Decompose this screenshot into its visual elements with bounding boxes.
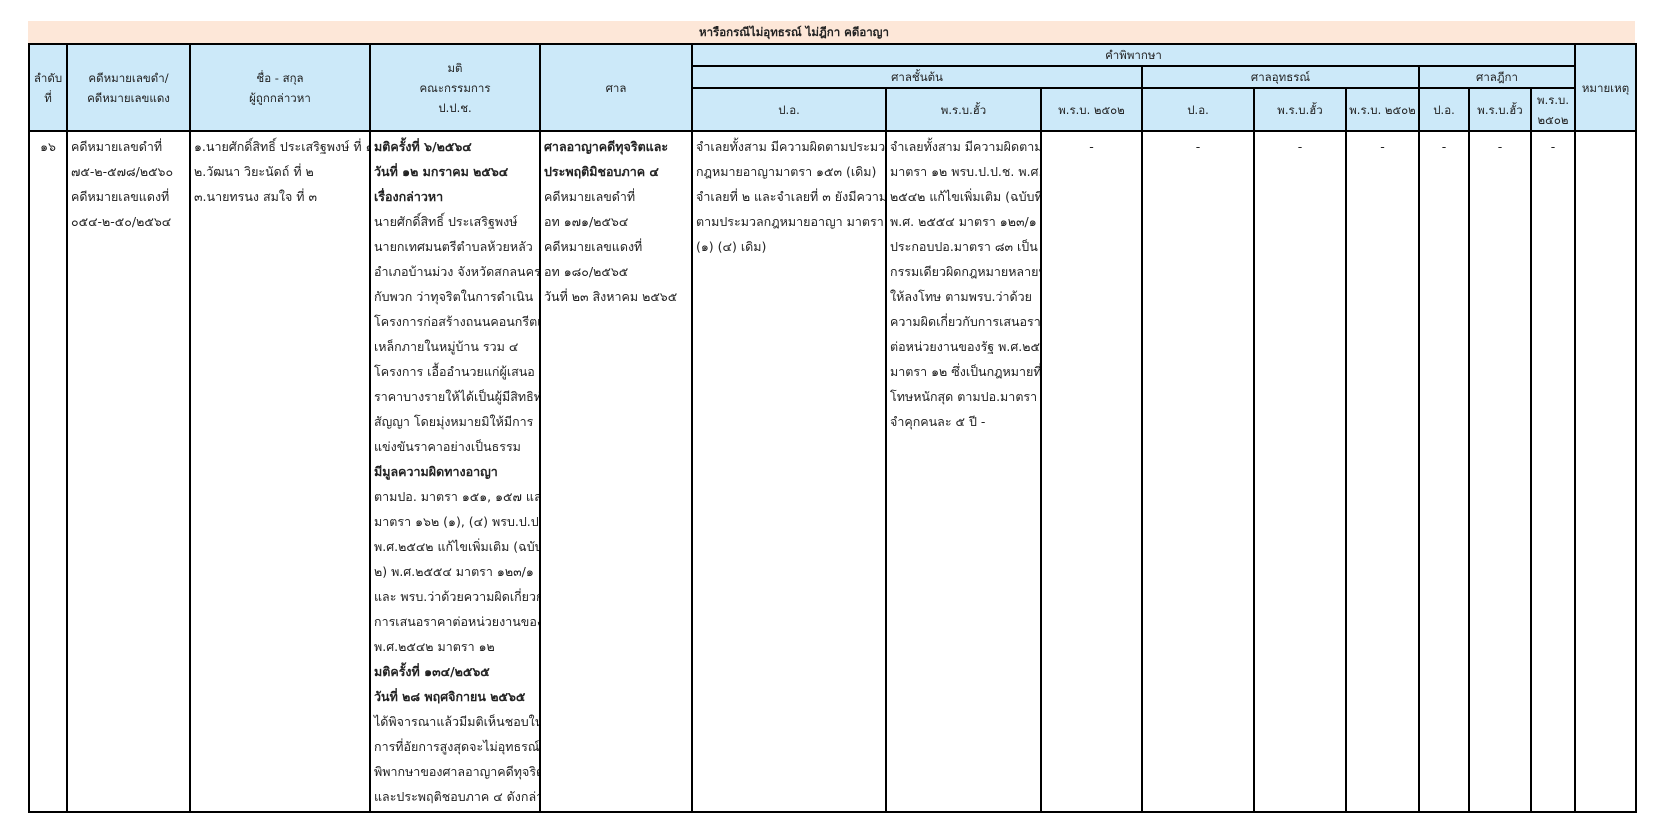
text-line: อท ๑๘๐/๒๕๖๕: [544, 264, 629, 279]
header-sub: พ.ร.บ.ฮั้ว: [1468, 87, 1532, 132]
text-line: มาตรา ๑๒ ซึ่งเป็นกฎหมายที่มี: [890, 364, 1041, 379]
text-line: มาตรา ๑๒ พรบ.ป.ป.ช. พ.ศ.: [890, 164, 1041, 179]
header-sub: พ.ร.บ. ๒๕๐๒: [1345, 87, 1420, 132]
cell-appeal-criminal: -: [1141, 130, 1255, 813]
header-sub: ป.อ.: [691, 87, 887, 132]
text-line: มาตรา ๑๖๒ (๑), (๔) พรบ.ป.ป.ช.: [374, 514, 540, 529]
cell-first-criminal: จำเลยทั้งสาม มีความผิดตามประมวลกฎหมายอาญ…: [691, 130, 887, 813]
text-line: กฎหมายอาญามาตรา ๑๕๓ (เดิม): [696, 164, 877, 179]
cell-supreme-criminal: -: [1418, 130, 1470, 813]
header-name: ชื่อ - สกุล ผู้ถูกกล่าวหา: [189, 43, 371, 132]
text-line: กรรมเดียวผิดกฎหมายหลายบท: [890, 264, 1041, 279]
cell-resolution: มติครั้งที่ ๖/๒๕๖๔วันที่ ๑๒ มกราคม ๒๕๖๔เ…: [369, 130, 541, 813]
header-judgment: คำพิพากษา: [691, 43, 1576, 67]
header-sub: ป.อ.: [1141, 87, 1255, 132]
text-line: ตามประมวลกฎหมายอาญา มาตรา ๑๖๒: [696, 214, 884, 229]
text-line: นายศักดิ์สิทธิ์ ประเสริฐพงษ์: [374, 214, 518, 229]
header-court-appeal: ศาลอุทธรณ์: [1141, 65, 1420, 89]
text-line: จำคุกคนละ ๕ ปี -: [890, 414, 986, 429]
header-resolution: มติ คณะกรรมการ ป.ป.ช.: [369, 43, 541, 132]
header-case-no: คดีหมายเลขดำ/คดีหมายเลขแดง: [66, 43, 191, 132]
text-line: คดีหมายเลขแดงที่: [544, 239, 643, 254]
text-line: ๒) พ.ศ.๒๕๕๔ มาตรา ๑๒๓/๑: [374, 564, 534, 579]
cell-supreme-bid: -: [1468, 130, 1532, 813]
cell-case-no: คดีหมายเลขดำที่๗๕-๒-๕๗๘/๒๕๖๐คดีหมายเลขแด…: [66, 130, 191, 813]
text-line: ให้ลงโทษ ตามพรบ.ว่าด้วย: [890, 289, 1033, 304]
text-line: ๐๕๔-๒-๕๐/๒๕๖๔: [71, 214, 172, 229]
text-line: มติครั้งที่ ๑๓๔/๒๕๖๕: [374, 664, 490, 679]
text-line: อำเภอบ้านม่วง จังหวัดสกลนคร: [374, 264, 540, 279]
text-line: คดีหมายเลขดำที่: [544, 189, 636, 204]
text-line: ประพฤติมิชอบภาค ๔: [544, 164, 659, 179]
text-line: ๑.นายศักดิ์สิทธิ์ ประเสริฐพงษ์ ที่ ๑: [194, 139, 370, 154]
cell-appeal-2502: -: [1345, 130, 1420, 813]
text-line: ความผิดเกี่ยวกับการเสนอราคา: [890, 314, 1041, 329]
text-line: การเสนอราคาต่อหน่วยงานของรัฐ: [374, 614, 540, 629]
text-line: โครงการก่อสร้างถนนคอนกรีตเสริม: [374, 314, 538, 329]
text-line: เหล็กภายในหมู่บ้าน รวม ๔: [374, 339, 519, 354]
header-remark: หมายเหตุ: [1574, 43, 1637, 132]
text-line: และประพฤติชอบภาค ๔ ดังกล่าว: [374, 789, 540, 804]
header-court-supreme: ศาลฎีกา: [1418, 65, 1576, 89]
text-line: คดีหมายเลขแดงที่: [71, 189, 170, 204]
text-line: จำเลยที่ ๒ และจำเลยที่ ๓ ยังมีความผิด: [696, 189, 886, 204]
text-line: จำเลยทั้งสาม มีความผิดตาม: [890, 139, 1041, 154]
text-line: พ.ศ.๒๕๔๒ มาตรา ๑๒: [374, 639, 495, 654]
cell-appeal-bid: -: [1253, 130, 1347, 813]
text-line: เรื่องกล่าวหา: [374, 189, 444, 204]
document-table-wrapper: หารือกรณีไม่อุทธรณ์ ไม่ฎีกา คดีอาญา ลำดั…: [28, 21, 1637, 813]
text-line: การที่อัยการสูงสุดจะไม่อุทธรณ์คำ: [374, 739, 540, 754]
text-line: โครงการ เอื้ออำนวยแก่ผู้เสนอ: [374, 364, 535, 379]
cell-seq: ๑๖: [28, 130, 68, 813]
text-line: ประกอบปอ.มาตรา ๘๓ เป็น: [890, 239, 1038, 254]
text-line: สัญญา โดยมุ่งหมายมิให้มีการ: [374, 414, 534, 429]
header-sub: พ.ร.บ. ๒๕๐๒: [1040, 87, 1143, 132]
header-sub: พ.ร.บ.ฮั้ว: [885, 87, 1042, 132]
header-sub: พ.ร.บ.ฮั้ว: [1253, 87, 1347, 132]
text-line: ๗๕-๒-๕๗๘/๒๕๖๐: [71, 164, 174, 179]
text-line: มีมูลความผิดทางอาญา: [374, 464, 498, 479]
text-line: วันที่ ๑๒ มกราคม ๒๕๖๔: [374, 164, 509, 179]
text-line: มติครั้งที่ ๖/๒๕๖๔: [374, 139, 472, 154]
text-line: (๑) (๔) เดิม): [696, 239, 767, 254]
text-line: วันที่ ๒๘ พฤศจิกายน ๒๕๖๕: [374, 689, 526, 704]
text-line: ราคาบางรายให้ได้เป็นผู้มีสิทธิทำ: [374, 389, 540, 404]
text-line: ๓.นายทรนง สมใจ ที่ ๓: [194, 189, 318, 204]
text-line: วันที่ ๒๓ สิงหาคม ๒๕๖๕: [544, 289, 678, 304]
text-line: จำเลยทั้งสาม มีความผิดตามประมวล: [696, 139, 886, 154]
text-line: พ.ศ.๒๕๔๒ แก้ไขเพิ่มเติม (ฉบับที่: [374, 539, 540, 554]
cell-remark: [1574, 130, 1637, 813]
header-court: ศาล: [539, 43, 693, 132]
text-line: กับพวก ว่าทุจริตในการดำเนิน: [374, 289, 534, 304]
header-court-first: ศาลชั้นต้น: [691, 65, 1143, 89]
case-table: ลำดับ ที่ คดีหมายเลขดำ/คดีหมายเลขแดง ชื่อ…: [28, 43, 1637, 813]
text-line: ศาลอาญาคดีทุจริตและ: [544, 139, 669, 154]
text-line: และ พรบ.ว่าด้วยความผิดเกี่ยวกับ: [374, 589, 540, 604]
cell-court: ศาลอาญาคดีทุจริตและประพฤติมิชอบภาค ๔คดีห…: [539, 130, 693, 813]
header-seq: ลำดับ ที่: [28, 43, 68, 132]
text-line: นายกเทศมนตรีตำบลห้วยหลัว: [374, 239, 533, 254]
text-line: แข่งขันราคาอย่างเป็นธรรม: [374, 439, 521, 454]
header-sub: พ.ร.บ. ๒๕๐๒: [1530, 87, 1576, 132]
text-line: คดีหมายเลขดำที่: [71, 139, 163, 154]
text-line: ๒๕๔๒ แก้ไขเพิ่มเติม (ฉบับที่ ๒): [890, 189, 1041, 204]
text-line: พิพากษาของศาลอาญาคดีทุจริต: [374, 764, 540, 779]
cell-first-bid: จำเลยทั้งสาม มีความผิดตามมาตรา ๑๒ พรบ.ป.…: [885, 130, 1042, 813]
text-line: ๒.วัฒนา วิยะนัดถ์ ที่ ๒: [194, 164, 314, 179]
cell-names: ๑.นายศักดิ์สิทธิ์ ประเสริฐพงษ์ ที่ ๑๒.วั…: [189, 130, 371, 813]
text-line: ต่อหน่วยงานของรัฐ พ.ศ.๒๕๔๒: [890, 339, 1041, 354]
text-line: ตามปอ. มาตรา ๑๕๑, ๑๕๗ และ: [374, 489, 540, 504]
header-sub: ป.อ.: [1418, 87, 1470, 132]
text-line: โทษหนักสุด ตามปอ.มาตรา ๙๐: [890, 389, 1039, 404]
text-line: พ.ศ. ๒๕๕๔ มาตรา ๑๒๓/๑: [890, 214, 1037, 229]
cell-first-2502: -: [1040, 130, 1143, 813]
cell-supreme-2502: -: [1530, 130, 1576, 813]
text-line: อท ๑๗๑/๒๕๖๔: [544, 214, 629, 229]
table-title: หารือกรณีไม่อุทธรณ์ ไม่ฎีกา คดีอาญา: [28, 21, 1635, 43]
text-line: ได้พิจารณาแล้วมีมติเห็นชอบใน: [374, 714, 540, 729]
table-row: ๑๖ คดีหมายเลขดำที่ ๗๕-๒-๕๗๘/๒๕๖๐ คดีหมายเล…: [28, 130, 1637, 813]
